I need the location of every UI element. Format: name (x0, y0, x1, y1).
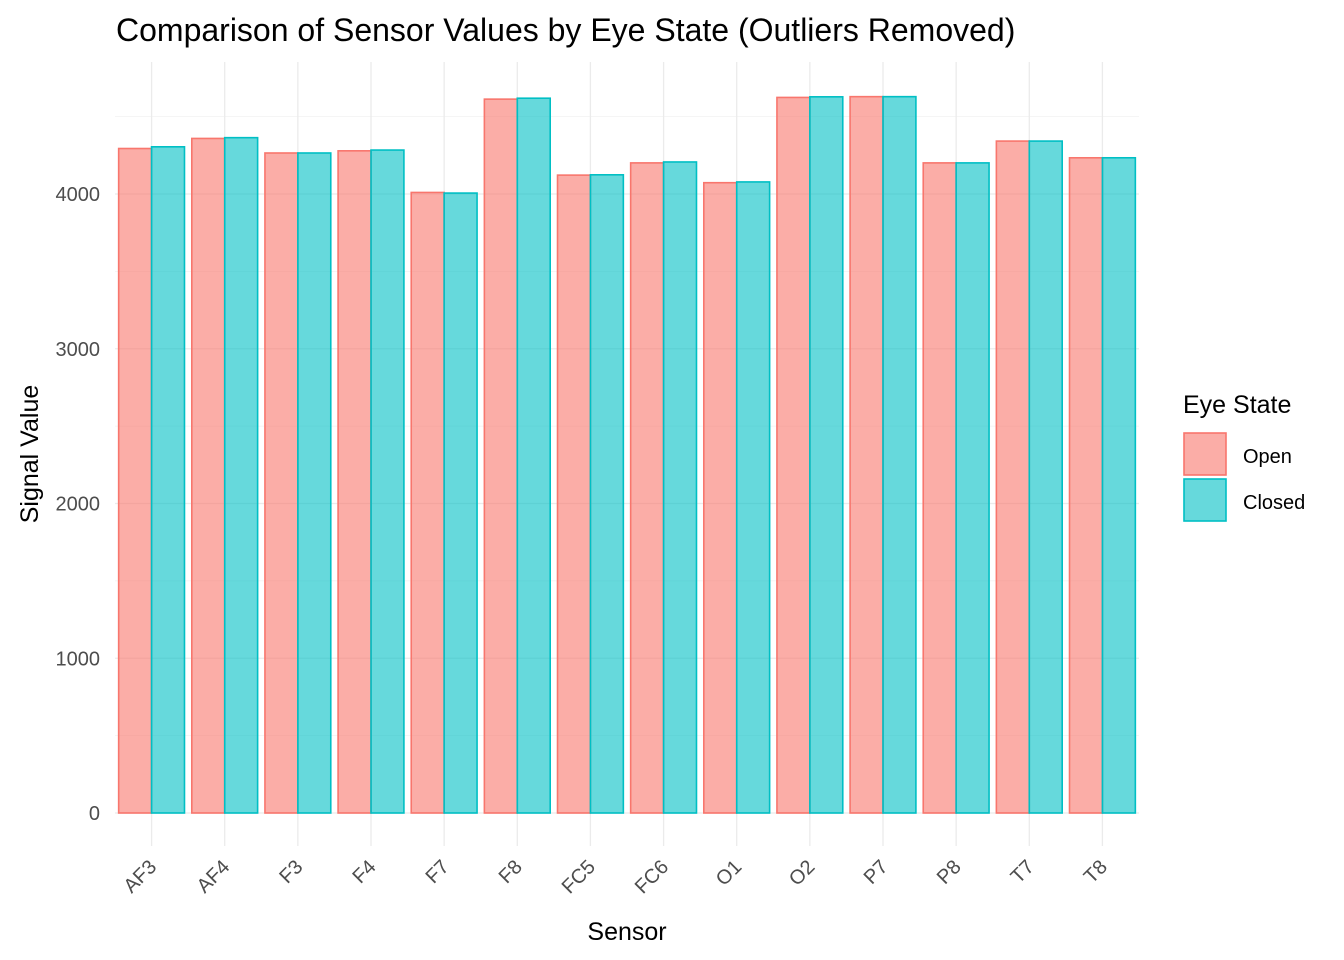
bar-closed-f4 (370, 149, 405, 814)
y-tick-label: 1000 (56, 648, 101, 670)
bar-open-f7 (410, 191, 445, 814)
bar-closed-f3 (297, 152, 332, 814)
y-tick-label: 2000 (56, 494, 101, 516)
x-tick-label: F3 (275, 856, 307, 888)
bar-closed-fc5 (589, 174, 625, 814)
bar-open-p8 (922, 162, 957, 814)
bar-open-f8 (483, 98, 519, 814)
bars (117, 95, 1137, 814)
y-axis-title: Signal Value (16, 385, 44, 524)
bar-closed-f7 (443, 192, 478, 814)
bar-open-t8 (1068, 156, 1104, 814)
bar-open-o2 (776, 96, 811, 814)
bar-closed-t7 (1028, 140, 1064, 814)
bar-open-f3 (264, 152, 299, 814)
bar-open-f4 (337, 150, 372, 814)
bar-open-t7 (995, 140, 1031, 814)
bar-open-af3 (117, 147, 153, 814)
x-tick-label: T8 (1080, 856, 1112, 888)
x-axis-title: Sensor (587, 918, 666, 946)
bar-closed-af3 (150, 146, 186, 814)
bar-closed-o2 (809, 96, 844, 814)
x-tick-label: T7 (1007, 856, 1039, 888)
bar-open-fc5 (556, 174, 592, 814)
legend-title: Eye State (1183, 391, 1291, 419)
legend-key-open (1183, 432, 1227, 476)
bar-open-fc6 (629, 162, 665, 814)
bar-closed-p8 (955, 162, 990, 814)
y-tick-label: 4000 (56, 184, 101, 206)
y-tick-label: 3000 (56, 339, 101, 361)
x-tick-label: FC5 (558, 856, 600, 898)
x-axis-ticks: AF3 AF4 F3 F4 F7 F8 FC5 FC6 O1 O2 P7 P8 T7 T8 (120, 856, 1112, 898)
y-axis-ticks: 0 1000 2000 3000 4000 (56, 184, 101, 825)
legend-key-closed (1183, 478, 1227, 522)
x-tick-label: F4 (348, 856, 380, 888)
bar-closed-p7 (882, 95, 917, 814)
bar-open-af4 (191, 137, 226, 814)
bar-closed-f8 (516, 97, 551, 814)
x-tick-label: O1 (712, 856, 746, 890)
bar-open-p7 (849, 95, 884, 814)
bar-closed-o1 (735, 181, 771, 814)
bar-closed-t8 (1101, 156, 1137, 814)
x-tick-label: AF4 (193, 856, 234, 897)
y-tick-label: 0 (89, 803, 100, 825)
bar-open-o1 (702, 181, 738, 814)
legend: Eye State Open Closed (1183, 391, 1305, 522)
x-tick-label: FC6 (631, 856, 673, 898)
x-tick-label: AF3 (120, 856, 161, 897)
x-tick-label: P7 (860, 856, 893, 889)
x-tick-label: F7 (422, 856, 454, 888)
bar-closed-af4 (223, 136, 259, 814)
x-tick-label: O2 (785, 856, 819, 890)
legend-label-closed: Closed (1243, 492, 1305, 514)
legend-label-open: Open (1243, 446, 1292, 468)
chart-title: Comparison of Sensor Values by Eye State… (116, 12, 1015, 48)
bar-closed-fc6 (662, 161, 698, 814)
x-tick-label: P8 (933, 856, 966, 889)
x-tick-label: F8 (495, 856, 527, 888)
